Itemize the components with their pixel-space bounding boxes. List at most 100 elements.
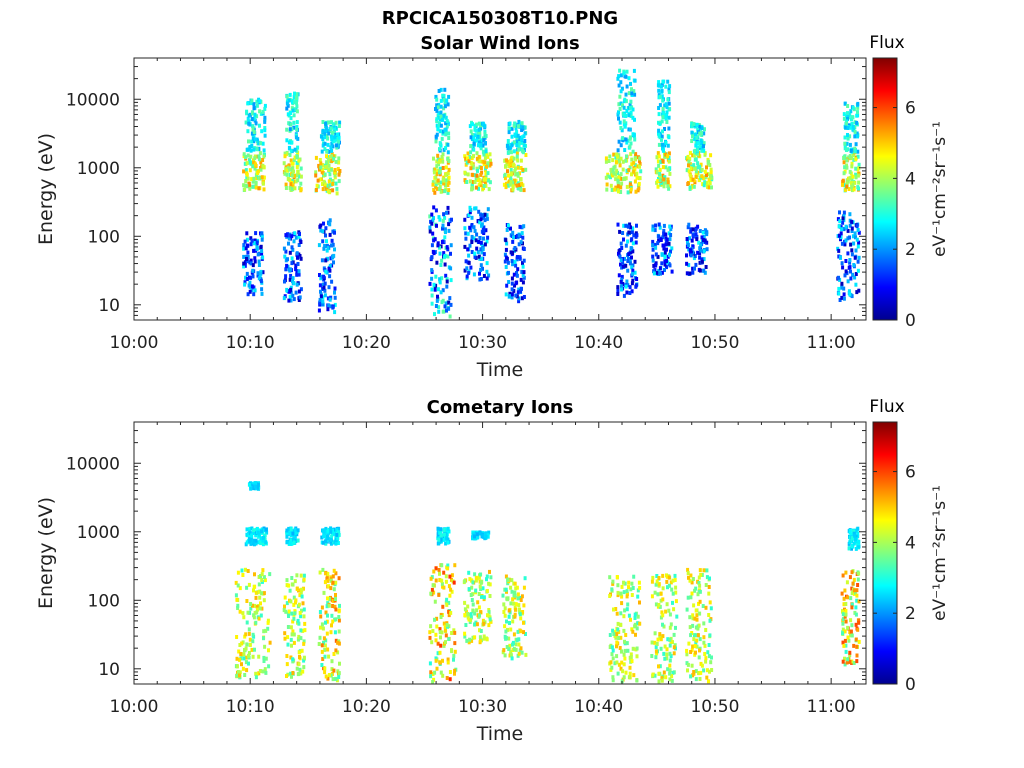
x-axis-label: Time xyxy=(476,359,524,381)
heatmap-cell xyxy=(506,139,510,143)
heatmap-cell xyxy=(847,546,851,551)
heatmap-cell xyxy=(327,673,331,677)
heatmap-cell xyxy=(453,563,457,568)
heatmap-cell xyxy=(850,252,854,257)
heatmap-cell xyxy=(331,580,335,585)
heatmap-cell xyxy=(283,254,287,259)
heatmap-cell xyxy=(316,178,320,183)
heatmap-cell xyxy=(302,665,306,670)
heatmap-cell xyxy=(699,243,703,248)
heatmap-cell xyxy=(616,285,620,290)
heatmap-cell xyxy=(700,148,704,153)
heatmap-cell xyxy=(659,271,662,276)
heatmap-cell xyxy=(631,271,635,276)
heatmap-cell xyxy=(249,537,253,542)
heatmap-cell xyxy=(326,596,329,601)
heatmap-cell xyxy=(466,247,470,252)
heatmap-cell xyxy=(669,227,673,232)
heatmap-cell xyxy=(702,268,706,273)
heatmap-cell xyxy=(651,239,655,244)
heatmap-cell xyxy=(620,274,624,279)
heatmap-cell xyxy=(334,617,338,622)
heatmap-cell xyxy=(319,289,322,294)
heatmap-cell xyxy=(441,604,445,609)
heatmap-cell xyxy=(295,173,299,178)
heatmap-cell xyxy=(295,149,299,153)
heatmap-cell xyxy=(285,601,289,606)
heatmap-cell xyxy=(631,226,635,231)
colorbar-unit-label: eV⁻¹cm⁻²sr⁻¹s⁻¹ xyxy=(930,485,950,621)
heatmap-cell xyxy=(291,671,295,675)
heatmap-cell xyxy=(696,224,700,229)
heatmap-cell xyxy=(432,238,436,243)
heatmap-cell xyxy=(620,601,624,606)
heatmap-cell xyxy=(435,117,439,122)
heatmap-cell xyxy=(262,591,266,596)
heatmap-cell xyxy=(297,634,301,639)
heatmap-cell xyxy=(628,671,632,676)
heatmap-cell xyxy=(626,591,629,596)
heatmap-cell xyxy=(705,668,709,673)
heatmap-cell xyxy=(264,527,268,532)
heatmap-cell xyxy=(440,276,444,281)
heatmap-cell xyxy=(296,145,300,150)
heatmap-cell xyxy=(852,241,856,246)
heatmap-cell xyxy=(259,141,263,146)
heatmap-cell xyxy=(262,541,266,545)
heatmap-cell xyxy=(619,611,623,616)
heatmap-cell xyxy=(447,131,451,136)
heatmap-cell xyxy=(668,237,672,242)
heatmap-cell xyxy=(633,623,637,628)
heatmap-cell xyxy=(438,578,442,582)
heatmap-cell xyxy=(292,595,296,600)
heatmap-cell xyxy=(437,115,441,120)
heatmap-cell xyxy=(437,305,441,310)
heatmap-cell xyxy=(317,163,321,168)
heatmap-cell xyxy=(487,187,491,192)
heatmap-cell xyxy=(513,581,517,586)
heatmap-cell xyxy=(501,650,505,655)
heatmap-cell xyxy=(666,637,670,642)
heatmap-cell xyxy=(672,607,676,612)
heatmap-cell xyxy=(482,634,486,639)
heatmap-cell xyxy=(331,598,335,603)
heatmap-cell xyxy=(469,615,473,620)
heatmap-cell xyxy=(430,293,434,298)
heatmap-cell xyxy=(436,534,440,539)
heatmap-cell xyxy=(438,650,442,655)
heatmap-cell xyxy=(624,284,628,289)
heatmap-cell xyxy=(293,231,297,236)
heatmap-cell xyxy=(254,671,258,676)
heatmap-cell xyxy=(629,105,632,110)
heatmap-cell xyxy=(479,580,483,585)
heatmap-cell xyxy=(512,288,516,293)
heatmap-cell xyxy=(696,592,700,597)
x-axis-label: Time xyxy=(476,723,524,745)
heatmap-cell xyxy=(429,576,433,581)
heatmap-cell xyxy=(660,261,664,266)
heatmap-cell xyxy=(668,263,672,268)
heatmap-cell xyxy=(475,151,479,156)
heatmap-cell xyxy=(487,530,491,535)
heatmap-cell xyxy=(509,168,513,172)
heatmap-cell xyxy=(664,232,668,237)
heatmap-cell xyxy=(268,572,272,577)
heatmap-cell xyxy=(335,532,339,537)
heatmap-cell xyxy=(843,638,847,643)
heatmap-cell xyxy=(615,575,619,579)
heatmap-cell xyxy=(521,235,525,240)
heatmap-cell xyxy=(853,533,857,538)
heatmap-cell xyxy=(479,263,483,268)
heatmap-cell xyxy=(327,168,331,172)
heatmap-cell xyxy=(438,185,442,189)
heatmap-cell xyxy=(623,256,626,261)
heatmap-cell xyxy=(444,127,448,132)
heatmap-cell xyxy=(267,648,270,653)
heatmap-cell xyxy=(439,189,443,194)
heatmap-cell xyxy=(298,655,301,659)
heatmap-cell xyxy=(855,224,859,229)
heatmap-cell xyxy=(286,232,290,237)
heatmap-cell xyxy=(293,173,296,178)
heatmap-cell xyxy=(319,294,323,299)
heatmap-cell xyxy=(521,125,525,130)
